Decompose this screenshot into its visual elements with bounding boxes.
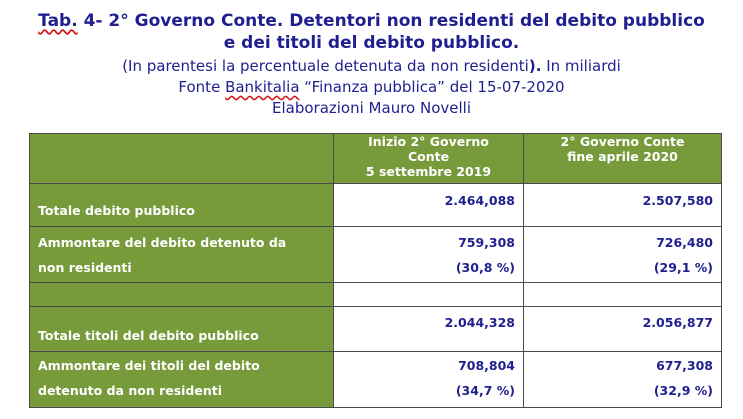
title-line-1: Tab. 4- 2° Governo Conte. Detentori non …: [0, 10, 743, 32]
value-percent: (29,1 %): [653, 260, 713, 275]
source-prefix: Fonte: [178, 78, 226, 96]
table-header-row: Inizio 2° Governo Conte 5 settembre 2019…: [29, 133, 722, 184]
row-label-line: Totale debito pubblico: [38, 203, 195, 218]
title-prefix: Tab.: [38, 11, 78, 31]
value-line: 2.044,328: [444, 315, 515, 330]
header-col-fine: 2° Governo Conte fine aprile 2020: [523, 133, 722, 184]
title-line-2: e dei titoli del debito pubblico.: [223, 33, 520, 53]
header-empty-cell: [29, 133, 334, 184]
row-value-col1: [333, 282, 524, 307]
subtitle-paren-close: ).: [528, 57, 542, 75]
row-value-col2: [523, 282, 722, 307]
table-row: Totale titoli del debito pubblico 2.044,…: [29, 306, 722, 352]
row-label: Totale debito pubblico: [29, 183, 334, 227]
header-col1-line: Conte: [407, 149, 450, 164]
header-col2-line: 2° Governo Conte: [560, 134, 685, 149]
value-percent: (30,8 %): [455, 260, 515, 275]
row-value-col2: 2.507,580: [523, 183, 722, 227]
value-line: 726,480: [656, 235, 713, 250]
row-value-col1: 708,804 (34,7 %): [333, 351, 524, 408]
row-label-line: non residenti: [38, 260, 132, 275]
author-line: Elaborazioni Mauro Novelli: [272, 99, 471, 117]
table-row: Ammontare del debito detenuto da non res…: [29, 226, 722, 283]
row-label-line: Totale titoli del debito pubblico: [38, 328, 259, 343]
header-col1-line: Inizio 2° Governo: [368, 134, 489, 149]
row-label: Ammontare dei titoli del debito detenuto…: [29, 351, 334, 408]
subtitle: (In parentesi la percentuale detenuta da…: [0, 56, 743, 76]
source-rest: “Finanza pubblica” del 15-07-2020: [299, 78, 565, 96]
value-percent: (34,7 %): [455, 383, 515, 398]
subtitle-unit: In miliardi: [541, 57, 621, 75]
subtitle-paren-text: (In parentesi la percentuale detenuta da…: [122, 57, 529, 75]
value-line: 677,308: [656, 358, 713, 373]
table-row: Totale debito pubblico 2.464,088 2.507,5…: [29, 183, 722, 227]
row-value-col1: 2.464,088: [333, 183, 524, 227]
row-label-line: Ammontare del debito detenuto da: [38, 235, 287, 250]
row-value-col1: 759,308 (30,8 %): [333, 226, 524, 283]
value-line: 2.507,580: [642, 193, 713, 208]
value-line: 759,308: [458, 235, 515, 250]
row-label-line: detenuto da non residenti: [38, 383, 223, 398]
header-col-inizio: Inizio 2° Governo Conte 5 settembre 2019: [333, 133, 524, 184]
row-value-col2: 2.056,877: [523, 306, 722, 352]
source-bankitalia: Bankitalia: [225, 78, 300, 96]
value-line: 2.464,088: [444, 193, 515, 208]
header-col2-line: fine aprile 2020: [567, 149, 678, 164]
value-percent: (32,9 %): [653, 383, 713, 398]
value-line: 708,804: [458, 358, 515, 373]
row-value-col2: 726,480 (29,1 %): [523, 226, 722, 283]
table-row: Ammontare dei titoli del debito detenuto…: [29, 351, 722, 408]
debt-table: Inizio 2° Governo Conte 5 settembre 2019…: [29, 133, 722, 408]
row-label: [29, 282, 334, 307]
row-value-col1: 2.044,328: [333, 306, 524, 352]
row-value-col2: 677,308 (32,9 %): [523, 351, 722, 408]
title-line-1-text: 4- 2° Governo Conte. Detentori non resid…: [77, 11, 705, 31]
value-line: 2.056,877: [642, 315, 713, 330]
row-label-line: Ammontare dei titoli del debito: [38, 358, 260, 373]
table-row-spacer: [29, 282, 722, 307]
header-col1-line: 5 settembre 2019: [365, 164, 492, 179]
row-label: Ammontare del debito detenuto da non res…: [29, 226, 334, 283]
row-label: Totale titoli del debito pubblico: [29, 306, 334, 352]
source-line: Fonte Bankitalia “Finanza pubblica” del …: [0, 77, 743, 97]
